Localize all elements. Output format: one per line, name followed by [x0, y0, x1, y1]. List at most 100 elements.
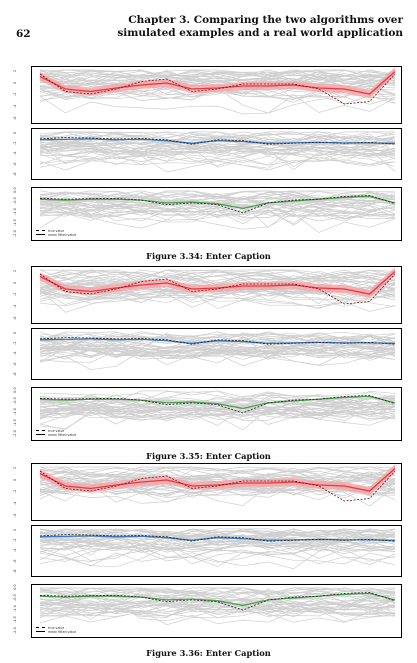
ytick-label: -1.5: [13, 419, 17, 426]
legend-true: true value: [36, 429, 76, 433]
ytick-label: -2.0: [13, 230, 17, 237]
ytick-label: -2: [13, 292, 17, 297]
ytick-label: -4: [13, 501, 17, 506]
ytick-label: -8: [13, 569, 17, 574]
sample-line: [39, 202, 396, 222]
figure-caption: Figure 3.36: Enter Caption: [0, 648, 417, 658]
sample-line: [39, 350, 396, 366]
legend-true-label: true value: [48, 228, 65, 233]
sample-line: [39, 587, 396, 598]
plot-red: [39, 464, 396, 507]
sample-line: [39, 146, 396, 157]
sample-line: [39, 142, 396, 153]
mean-fitted-line: [39, 195, 396, 210]
sample-line: [39, 466, 396, 476]
sample-line: [39, 190, 396, 201]
sample-line: [39, 208, 396, 220]
ytick-label: -1.0: [13, 605, 17, 612]
true-value-line: [39, 73, 396, 105]
ytick-label: -0.5: [13, 397, 17, 404]
legend-dashed-swatch: [36, 430, 45, 432]
sample-line: [39, 408, 396, 419]
plot-green: [39, 587, 396, 626]
mean-fitted-line: [39, 338, 396, 344]
sample-line: [39, 136, 396, 147]
sample-line: [39, 407, 396, 418]
ytick-label: -4: [13, 548, 17, 553]
panel-red: [31, 66, 402, 124]
sample-line: [39, 539, 396, 551]
confidence-band: [40, 267, 395, 298]
ytick-label: 0: [13, 281, 17, 284]
sample-line: [39, 195, 396, 208]
sample-line: [39, 531, 396, 542]
sample-line: [39, 540, 396, 552]
sample-line: [39, 606, 396, 618]
sample-line: [39, 153, 396, 173]
legend-true-label: true value: [48, 625, 65, 630]
ytick-label: 2: [13, 269, 17, 272]
plot-red: [39, 267, 396, 313]
ytick-label: 0.0: [13, 584, 17, 590]
plot-blue: [39, 131, 396, 173]
figure-caption-text: Enter Caption: [205, 648, 271, 658]
confidence-band: [40, 464, 395, 495]
ytick-label: -1.5: [13, 219, 17, 226]
ytick-label: -2: [13, 489, 17, 494]
ytick-label: 0.0: [13, 187, 17, 193]
sample-line: [39, 131, 396, 139]
sample-line: [39, 349, 396, 361]
legend-mean: mean fitted value: [36, 233, 76, 237]
sample-line: [39, 486, 396, 507]
ytick-label: 0.0: [13, 387, 17, 393]
sample-line: [39, 69, 396, 81]
sample-line: [39, 544, 396, 568]
sample-line: [39, 397, 396, 408]
sample-line: [39, 212, 396, 233]
ytick-label: -1.0: [13, 208, 17, 215]
ytick-label: 0: [13, 478, 17, 481]
ytick-label: -8: [13, 172, 17, 177]
legend-solid-swatch: [36, 234, 45, 236]
sample-line: [39, 205, 396, 217]
ytick-label: -2: [13, 92, 17, 97]
ytick-label: -2.0: [13, 430, 17, 437]
sample-line: [39, 274, 396, 287]
sample-line: [39, 206, 396, 218]
ytick-label: 0: [13, 528, 17, 531]
sample-line: [39, 395, 396, 408]
sample-line: [39, 390, 396, 403]
sample-line: [39, 466, 396, 474]
ytick-label: 0: [13, 331, 17, 334]
sample-line: [39, 395, 396, 419]
sample-line: [39, 344, 396, 356]
sample-line: [39, 202, 396, 213]
plot-blue: [39, 331, 396, 371]
sample-line: [39, 537, 396, 549]
sample-line: [39, 405, 396, 417]
ytick-label: -4: [13, 151, 17, 156]
figure-label: Figure 3.34:: [146, 251, 206, 261]
sample-line: [39, 603, 396, 615]
figure-caption-text: Enter Caption: [205, 451, 271, 461]
sample-line: [39, 289, 396, 302]
sample-line: [39, 70, 396, 84]
sample-line: [39, 269, 396, 280]
ytick-label: -4: [13, 351, 17, 356]
sample-line: [39, 148, 396, 160]
sample-line: [39, 398, 396, 411]
sample-line: [39, 143, 396, 167]
ytick-label: 0: [13, 131, 17, 134]
sample-line: [39, 202, 396, 214]
sample-line: [39, 69, 396, 80]
confidence-band: [40, 67, 395, 98]
sample-line: [39, 331, 396, 341]
mean-fitted-line: [39, 535, 396, 541]
sample-line: [39, 528, 396, 537]
figure-label: Figure 3.36:: [146, 648, 206, 658]
ytick-label: -1.0: [13, 408, 17, 415]
sample-line: [39, 69, 396, 82]
figure-caption-text: Enter Caption: [205, 251, 271, 261]
sample-line: [39, 546, 396, 570]
ytick-label: -0.5: [13, 594, 17, 601]
